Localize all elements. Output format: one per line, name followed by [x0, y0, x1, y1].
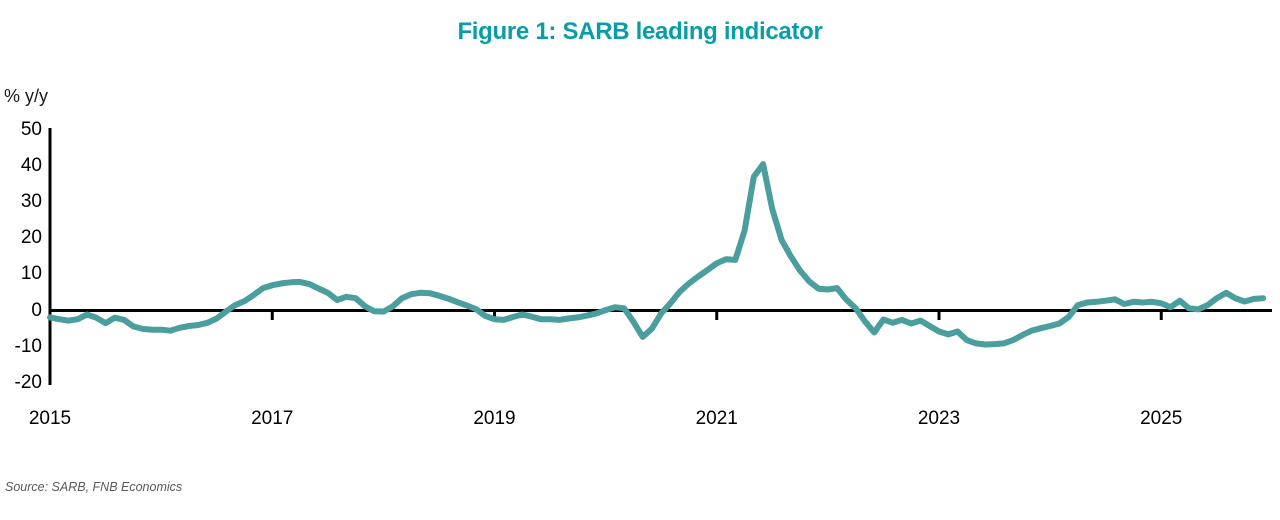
y-axis-tick-label: 40	[20, 154, 42, 176]
y-axis-tick-label: 10	[20, 263, 42, 285]
y-axis-unit-label: % y/y	[4, 86, 49, 106]
source-note: Source: SARB, FNB Economics	[5, 480, 183, 494]
y-axis-tick-label: 50	[20, 118, 42, 140]
axes	[48, 128, 1272, 385]
y-axis-tick-label: -10	[14, 335, 42, 357]
x-axis-tick-label: 2025	[1140, 408, 1183, 429]
y-axis-tick-label: 20	[20, 227, 42, 249]
x-axis-tick-label: 2019	[473, 408, 516, 429]
x-axis-tick-label: 2021	[695, 408, 738, 429]
y-axis-tick-label: 30	[20, 191, 42, 213]
y-axis-tick-label: 0	[31, 299, 42, 321]
x-axis-tick-label: 2017	[251, 408, 294, 429]
x-axis-tick-label: 2023	[917, 408, 961, 429]
indicator-line-series	[47, 161, 1267, 348]
x-axis-tick-label: 2015	[28, 408, 72, 429]
y-axis-tick-label: -20	[14, 371, 42, 393]
chart-title: Figure 1: SARB leading indicator	[457, 18, 823, 45]
